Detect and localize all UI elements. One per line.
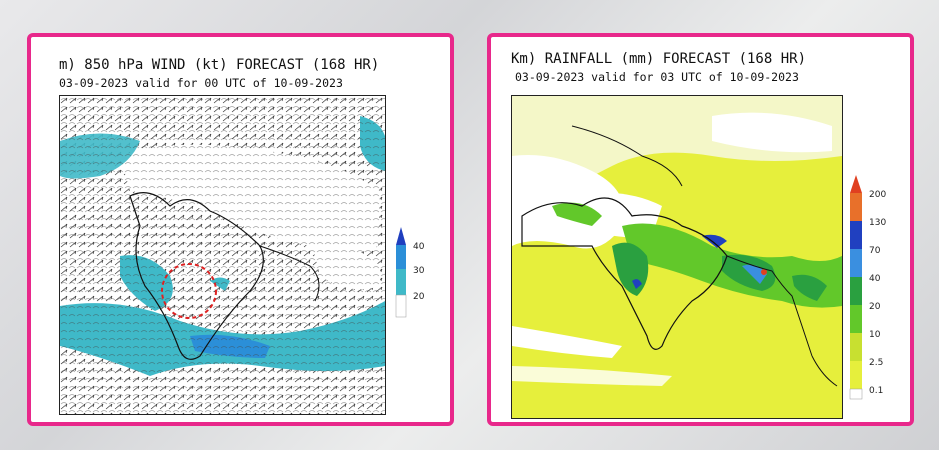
rain-legend-tick-70: 70 [869, 246, 881, 256]
wind-forecast-valid-time: 03-09-2023 valid for 00 UTC of 10-09-202… [59, 76, 343, 90]
rainfall-map-graphic [512, 96, 842, 387]
wind-map [59, 95, 386, 415]
wind-forecast-panel: m) 850 hPa WIND (kt) FORECAST (168 HR) 0… [27, 33, 454, 426]
wind-legend-tick-30: 30 [413, 266, 425, 276]
rain-legend-swatch-70 [850, 249, 862, 277]
rain-legend-swatch-20 [850, 305, 862, 333]
rain-legend-swatch-10 [850, 333, 862, 361]
rain-legend-tick-130: 130 [869, 218, 886, 228]
rainfall-forecast-panel: Km) RAINFALL (mm) FORECAST (168 HR) 03-0… [487, 33, 914, 426]
rainfall-forecast-title: Km) RAINFALL (mm) FORECAST (168 HR) [511, 51, 807, 67]
rainfall-legend: 200 130 70 40 20 10 2.5 0.1 [849, 175, 886, 400]
wind-legend-tick-20: 20 [413, 292, 425, 302]
rain-legend-tick-2.5: 2.5 [869, 358, 883, 368]
wind-legend-arrow [396, 227, 406, 245]
rain-legend-tick-40: 40 [869, 274, 881, 284]
rain-legend-arrow [850, 175, 862, 193]
rain-legend-tick-10: 10 [869, 330, 881, 340]
rain-legend-tick-0.1: 0.1 [869, 386, 883, 396]
wind-legend-swatch-40 [396, 245, 406, 269]
wind-forecast-title: m) 850 hPa WIND (kt) FORECAST (168 HR) [59, 57, 380, 73]
rainfall-forecast-valid-time: 03-09-2023 valid for 03 UTC of 10-09-202… [515, 70, 799, 84]
wind-legend-swatch-30 [396, 269, 406, 295]
wind-legend: 40 30 20 [395, 227, 425, 318]
rain-legend-tick-20: 20 [869, 302, 881, 312]
rain-legend-swatch-200 [850, 193, 862, 221]
rain-legend-swatch-40 [850, 277, 862, 305]
rain-legend-swatch-2.5 [850, 361, 862, 389]
rainfall-map [511, 95, 843, 419]
rain-legend-swatch-0.1 [849, 388, 863, 400]
wind-legend-swatch-20 [395, 294, 407, 318]
wind-legend-tick-40: 40 [413, 242, 425, 252]
highlight-circle [161, 263, 217, 319]
wind-map-graphic [60, 96, 385, 414]
rain-legend-swatch-130 [850, 221, 862, 249]
rain-legend-tick-200: 200 [869, 190, 886, 200]
